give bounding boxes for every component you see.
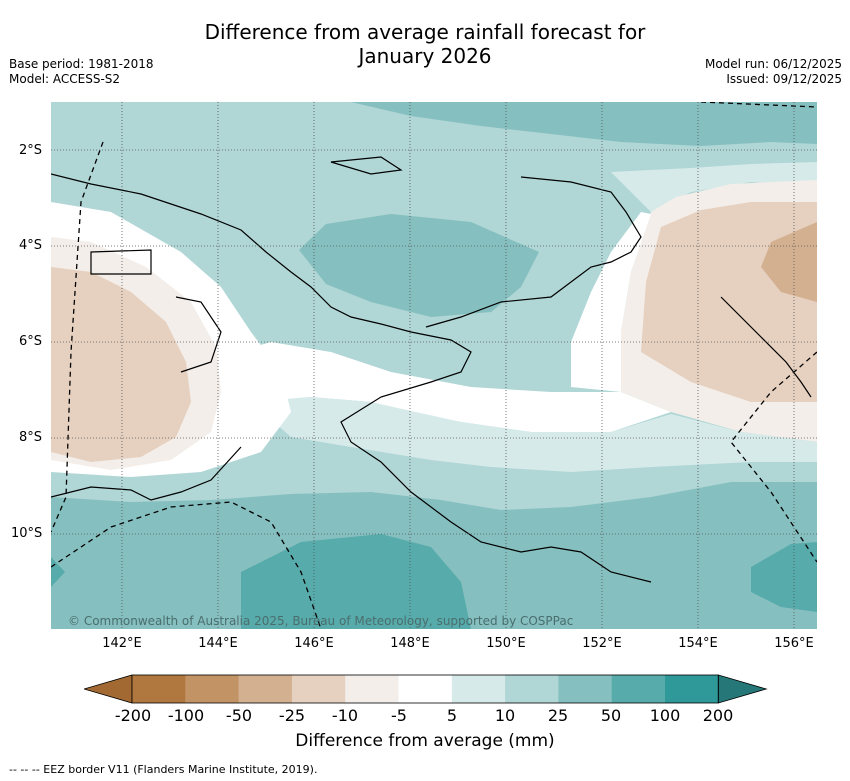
southeast-dark-teal <box>751 542 817 612</box>
colorbar-swatch <box>132 675 186 703</box>
colorbar-swatch <box>185 675 240 703</box>
lat-label-2s: 2°S <box>19 143 43 158</box>
eez-footnote: -- -- -- EEZ border V11 (Flanders Marine… <box>9 763 318 776</box>
east-white-band <box>571 212 651 392</box>
colorbar-label: -50 <box>225 706 253 725</box>
colorbar-swatch <box>451 675 506 703</box>
colorbar-label: -5 <box>391 706 407 725</box>
lat-label-6s: 6°S <box>19 334 43 349</box>
colorbar-title: Difference from average (mm) <box>295 731 555 751</box>
colorbar-label: -100 <box>167 706 205 725</box>
colorbar-frame <box>131 674 719 704</box>
map-title-line2: January 2026 <box>358 44 492 68</box>
model-run: Model run: 06/12/2025 <box>704 57 842 71</box>
colorbar-label: -10 <box>331 706 359 725</box>
colorbar-swatch <box>665 675 719 703</box>
north-teal-region <box>351 102 817 146</box>
copyright-notice: © Commonwealth of Australia 2025, Bureau… <box>68 614 574 628</box>
coastlines <box>51 156 812 583</box>
central-teal-blob <box>299 214 539 317</box>
base-period: Base period: 1981-2018 <box>9 57 154 71</box>
issued-date: Issued: 09/12/2025 <box>726 72 842 86</box>
central-white-band <box>201 342 671 432</box>
lon-label-144e: 144°E <box>198 636 238 651</box>
colorbar-label: 25 <box>547 706 569 725</box>
lat-label-8s: 8°S <box>19 430 43 445</box>
lon-label-150e: 150°E <box>486 636 526 651</box>
colorbar-swatch <box>398 675 453 703</box>
lat-label-10s: 10°S <box>11 526 43 541</box>
lon-label-152e: 152°E <box>582 636 622 651</box>
colorbar-swatch <box>345 675 399 703</box>
lon-label-148e: 148°E <box>390 636 430 651</box>
map-title: Difference from average rainfall forecas… <box>0 20 850 68</box>
gridlines <box>51 102 817 629</box>
colorbar-label: 100 <box>649 706 681 725</box>
colorbar-swatch <box>238 675 293 703</box>
northeast-light-band <box>611 162 817 212</box>
lon-label-156e: 156°E <box>774 636 814 651</box>
colorbar-swatch <box>558 675 613 703</box>
colorbar-label: -25 <box>278 706 306 725</box>
meta-right: Model run: 06/12/2025 Issued: 09/12/2025 <box>705 57 842 87</box>
colorbar-label: 5 <box>446 706 458 725</box>
central-light-band <box>251 397 817 472</box>
southwest-dark-teal <box>241 534 471 629</box>
lon-label-146e: 146°E <box>294 636 334 651</box>
model-name: Model: ACCESS-S2 <box>9 72 121 86</box>
lat-label-4s: 4°S <box>19 238 43 253</box>
colorbar-swatch <box>505 675 559 703</box>
colorbar-label: 10 <box>494 706 516 725</box>
eez-borders <box>51 102 817 629</box>
colorbar-swatch <box>291 675 346 703</box>
colorbar-label: -200 <box>114 706 152 725</box>
colorbar-extend-max <box>717 674 768 704</box>
meta-left: Base period: 1981-2018 Model: ACCESS-S2 <box>9 57 154 87</box>
colorbar-swatch <box>611 675 666 703</box>
lon-label-154e: 154°E <box>678 636 718 651</box>
west-dry-inner <box>51 267 191 462</box>
rainfall-map <box>51 102 817 629</box>
colorbar-extend-min <box>84 674 133 704</box>
colorbar-label: 200 <box>702 706 734 725</box>
east-dry-inner <box>761 222 817 302</box>
colorbar-label: 50 <box>600 706 622 725</box>
colorbar <box>84 674 768 704</box>
lon-label-142e: 142°E <box>102 636 142 651</box>
map-title-line1: Difference from average rainfall forecas… <box>204 20 646 44</box>
